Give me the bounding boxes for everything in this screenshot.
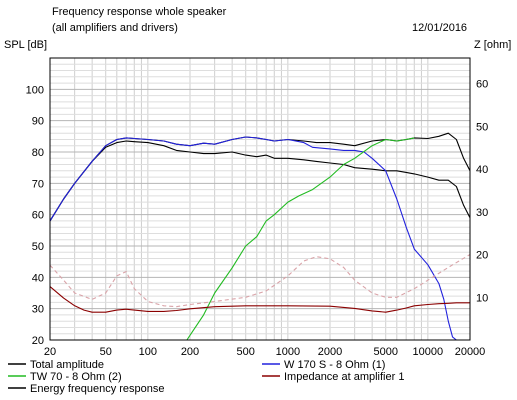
y-left-tick-label: 30 xyxy=(32,304,44,316)
chart-title: Frequency response whole speaker xyxy=(52,6,227,18)
legend-label: Total amplitude xyxy=(30,359,104,371)
y-left-tick-label: 80 xyxy=(32,147,44,159)
y-right-tick-label: 10 xyxy=(476,292,488,304)
y-right-tick-label: 50 xyxy=(476,121,488,133)
series-line-w-170-s-8-ohm-1 xyxy=(49,136,457,341)
y-right-tick-label: 60 xyxy=(476,79,488,91)
y-right-tick-label: 20 xyxy=(476,250,488,262)
x-tick-label: 20 xyxy=(44,346,56,358)
y-left-tick-label: 60 xyxy=(32,210,44,222)
y-right-tick-label: 40 xyxy=(476,164,488,176)
y-left-tick-label: 50 xyxy=(32,241,44,253)
y-axis-right-label: Z [ohm] xyxy=(474,39,512,51)
x-tick-label: 5000 xyxy=(373,346,397,358)
y-axis-left-label: SPL [dB] xyxy=(4,39,48,51)
chart-subtitle: (all amplifiers and drivers) xyxy=(52,22,178,34)
y-left-tick-label: 20 xyxy=(32,335,44,347)
legend-label: Energy frequency response xyxy=(30,383,165,395)
x-tick-label: 20000 xyxy=(455,346,486,358)
series-line-impedance-at-amplifier-1 xyxy=(49,286,470,313)
series-line-tw-70-8-ohm-2 xyxy=(186,137,415,341)
y-right-tick-label: 30 xyxy=(476,207,488,219)
y-left-tick-label: 100 xyxy=(26,84,44,96)
x-tick-label: 200 xyxy=(181,346,199,358)
y-left-tick-label: 40 xyxy=(32,272,44,284)
series-line-impedance-unlabeled xyxy=(49,254,471,308)
x-tick-label: 1000 xyxy=(276,346,300,358)
legend-label: TW 70 - 8 Ohm (2) xyxy=(30,371,122,383)
legend: Total amplitude W 170 S - 8 Ohm (1) TW 70 … xyxy=(8,359,404,395)
legend-label: W 170 S - 8 Ohm (1) xyxy=(284,359,385,371)
series-line-energy-frequency-response xyxy=(49,140,471,222)
series-lines xyxy=(49,132,471,341)
x-tick-label: 10000 xyxy=(413,346,444,358)
x-tick-label: 2000 xyxy=(318,346,342,358)
tick-labels: 20 50 100 200 500 1000 2000 5000 10000 20000 20 30 4… xyxy=(26,79,489,358)
x-tick-label: 500 xyxy=(237,346,255,358)
chart-date: 12/01/2016 xyxy=(412,22,468,34)
x-tick-label: 100 xyxy=(139,346,157,358)
y-left-tick-label: 70 xyxy=(32,178,44,190)
grid xyxy=(49,57,471,341)
x-tick-label: 50 xyxy=(100,346,112,358)
y-left-tick-label: 90 xyxy=(32,116,44,128)
plot-frame xyxy=(49,57,471,341)
legend-label: Impedance at amplifier 1 xyxy=(284,371,404,383)
